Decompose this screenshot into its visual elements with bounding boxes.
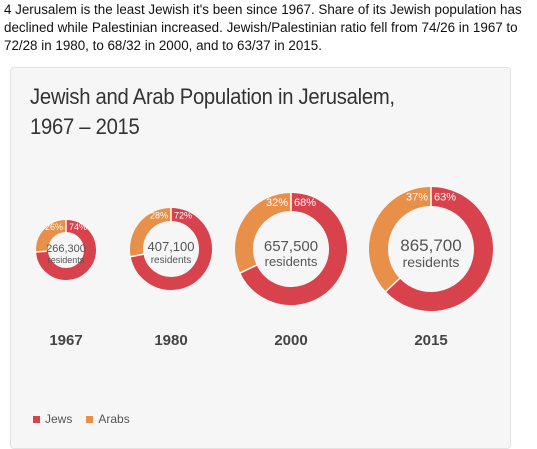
donut-separator <box>384 277 401 293</box>
year-label: 2015 <box>414 332 447 349</box>
donut-slice-arabs <box>235 193 292 273</box>
legend-swatch-arabs <box>86 415 94 423</box>
donut-total: 865,700 <box>400 236 461 255</box>
donut-slice-arabs <box>130 208 172 257</box>
percent-label-jews: 72% <box>174 211 192 221</box>
percent-label-jews: 74% <box>69 222 87 232</box>
year-label: 1967 <box>49 332 82 349</box>
chart-title-line-1: Jewish and Arab Population in Jerusalem, <box>30 84 395 109</box>
donut-separator <box>239 264 258 274</box>
percent-label-arabs: 37% <box>406 192 428 204</box>
donut-slice-jews <box>240 193 347 305</box>
donut-slice-arabs <box>36 220 67 252</box>
percent-label-arabs: 32% <box>266 197 288 209</box>
chart-title-line-2: 1967 – 2015 <box>30 114 140 139</box>
donut-total: 266,300 <box>46 243 86 255</box>
chart-title: Jewish and Arab Population in Jerusalem,… <box>30 82 416 142</box>
donut-slice-jews <box>385 187 493 311</box>
donut-slice-jews <box>36 220 96 280</box>
donut-slice-arabs <box>369 187 432 292</box>
percent-label-jews: 68% <box>294 197 316 209</box>
year-label: 1980 <box>154 332 187 349</box>
legend-label-jews: Jews <box>45 412 73 426</box>
donut-total: 407,100 <box>148 239 195 254</box>
donut-unit: residents <box>403 254 460 270</box>
chart-legend: Jews Arabs <box>33 412 130 426</box>
infographic-card: 26% 74% 266,300 residents 1967 28% 72% 407,100 r… <box>10 67 511 449</box>
percent-label-jews: 63% <box>434 192 456 204</box>
legend-label-arabs: Arabs <box>98 412 130 426</box>
percent-label-arabs: 28% <box>150 211 168 221</box>
donut-unit: residents <box>265 254 318 269</box>
tweet-text: 4 Jerusalem is the least Jewish it's bee… <box>4 2 522 53</box>
legend-swatch-jews <box>33 415 40 423</box>
donut-total: 657,500 <box>264 238 318 255</box>
year-label: 2000 <box>274 332 307 349</box>
donut-unit: residents <box>151 255 192 266</box>
donut-separator <box>35 250 50 253</box>
legend-item-arabs: Arabs <box>86 412 130 426</box>
donut-slice-jews <box>130 208 212 290</box>
donut-separator <box>129 253 145 258</box>
donut-unit: residents <box>48 255 85 265</box>
legend-item-jews: Jews <box>33 412 72 426</box>
percent-label-arabs: 26% <box>45 222 63 232</box>
